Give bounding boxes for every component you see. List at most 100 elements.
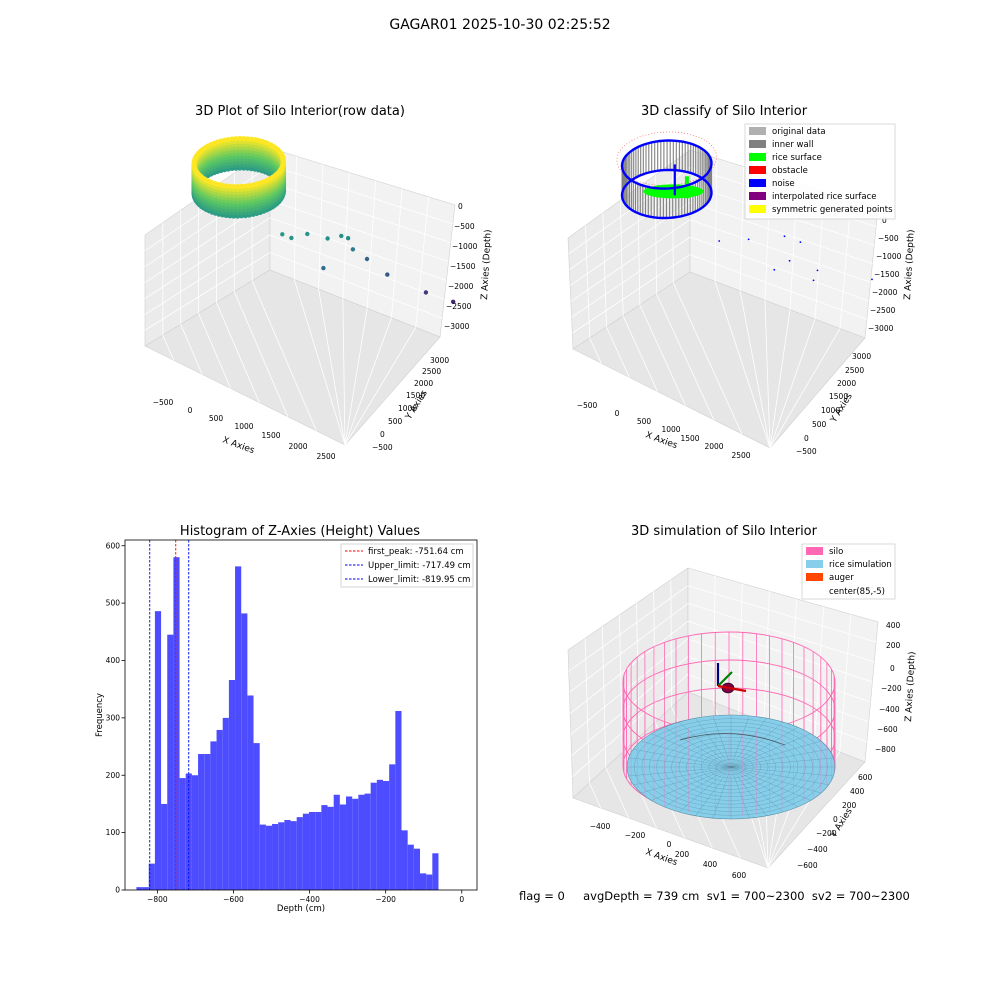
z-tick: −3000 <box>868 324 894 333</box>
plot4-ticks: −400 −200 0 200 400 600 −600 −400 −200 0… <box>590 621 902 880</box>
z-tick: −400 <box>879 705 900 714</box>
grid-line <box>144 252 271 331</box>
x-tick: −500 <box>153 398 174 407</box>
grid-line <box>342 172 350 299</box>
y-tick: −500 <box>796 447 817 456</box>
grid-line <box>144 234 271 315</box>
data-point <box>451 299 456 304</box>
y-tick: 500 <box>812 420 827 429</box>
grid-line <box>415 196 429 328</box>
noise-ring <box>620 168 713 220</box>
grid-line <box>689 254 867 320</box>
data-point <box>223 183 229 189</box>
hist-bars <box>136 557 439 890</box>
z-tick: 400 <box>886 621 901 630</box>
z-tick: −1500 <box>450 262 476 271</box>
noise-point <box>783 235 786 238</box>
z-tick: −2000 <box>872 288 898 297</box>
legend-label: symmetric generated points <box>772 205 893 215</box>
z-tick: −1000 <box>452 242 478 251</box>
hist-bar <box>241 613 248 890</box>
grid-line <box>366 180 377 309</box>
z-tick: −500 <box>454 222 475 231</box>
grid-line <box>342 298 346 446</box>
z-tick: −600 <box>877 725 898 734</box>
hist-bar <box>407 844 414 890</box>
rice-mesh-spoke <box>695 766 732 817</box>
grid-line <box>570 219 691 302</box>
rice-mesh-spoke <box>664 766 732 807</box>
x-tick: 500 <box>637 417 652 426</box>
y-tick: 0 <box>804 434 809 443</box>
rice-mesh-spoke <box>730 766 750 819</box>
hist-bar <box>376 779 383 890</box>
y-tick: 2500 <box>845 366 864 375</box>
grid-line <box>344 308 368 446</box>
grid-line <box>622 315 658 392</box>
x-tick: 1500 <box>261 431 280 440</box>
hist-bar <box>173 557 180 890</box>
histogram-title: Histogram of Z-Axies (Height) Values <box>179 524 421 539</box>
grid-line <box>180 324 203 375</box>
y-tick: 400 <box>850 787 865 796</box>
hist-bar <box>327 806 334 890</box>
grid-line <box>769 309 791 449</box>
hist-bar <box>259 824 266 890</box>
rice-mesh-spoke <box>695 717 732 768</box>
noise-ring <box>620 139 713 190</box>
hist-bar <box>358 794 365 890</box>
data-point <box>242 183 249 189</box>
z-tick: −3000 <box>444 322 470 331</box>
z-tick: 200 <box>886 641 901 650</box>
grid-line <box>344 317 392 446</box>
grid-line <box>589 782 602 809</box>
noise-point <box>812 279 815 282</box>
rice-mesh-spoke <box>712 715 732 768</box>
grid-line <box>568 585 689 672</box>
x-tick: 200 <box>675 850 690 859</box>
grid-line <box>233 291 289 417</box>
plot2-title: 3D classify of Silo Interior <box>640 104 808 119</box>
x-tick: 2500 <box>731 451 750 460</box>
x-tick: 1000 <box>661 425 680 434</box>
grid-line <box>293 156 297 280</box>
hist-bar <box>352 798 359 890</box>
x-tick: 1000 <box>234 422 253 431</box>
grid-line <box>198 313 232 389</box>
plot1-z-label: Z Axies (Depth) <box>480 229 494 300</box>
noise-point <box>773 268 776 271</box>
plot4-title: 3D simulation of Silo Interior <box>631 524 817 539</box>
grid-line <box>269 199 449 262</box>
x-tick: 0 <box>615 409 620 418</box>
grid-line <box>572 673 689 778</box>
legend-label: interpolated rice surface <box>772 192 877 202</box>
plot2-ticks: −500 0 500 1000 1500 2000 2500 −500 0 50… <box>577 216 902 460</box>
y-tick: −500 <box>372 443 393 452</box>
grid-line <box>269 165 453 225</box>
grid-line <box>714 158 718 282</box>
plot1-title: 3D Plot of Silo Interior(row data) <box>195 104 405 119</box>
grid-line <box>689 219 871 283</box>
grid-line <box>216 302 260 403</box>
y-tick: 1000 <box>398 404 417 413</box>
plot1-ticks: −500 0 500 1000 1500 2000 2500 −500 0 50… <box>153 202 478 461</box>
legend-swatch-rice-surface <box>749 153 766 161</box>
grid-line <box>764 300 771 449</box>
hist-bar <box>210 741 217 890</box>
y-tick: 3000 <box>430 356 449 365</box>
legend-label: original data <box>772 127 826 137</box>
hist-legend: first_peak: -751.64 cm Upper_limit: -717… <box>340 543 474 588</box>
z-tick: −1000 <box>876 252 902 261</box>
plot1-raw-3d-scatter: −500 0 500 1000 1500 2000 2500 −500 0 50… <box>144 135 494 461</box>
hist-bar <box>185 773 192 890</box>
legend-label: center(85,-5) <box>829 587 885 597</box>
hist-x-ticks: −800 −600 −400 −200 0 <box>147 890 464 904</box>
rice-mesh-spoke <box>628 757 732 768</box>
grid-line <box>839 199 852 329</box>
x-tick: −400 <box>590 822 611 831</box>
plot4-legend: silo rice simulation auger center(85,-5) <box>801 543 896 600</box>
legend-label: Lower_limit: -819.95 cm <box>368 575 470 585</box>
rice-peak-mark <box>679 733 786 746</box>
grid-line <box>293 279 346 446</box>
hist-bar <box>216 729 223 890</box>
